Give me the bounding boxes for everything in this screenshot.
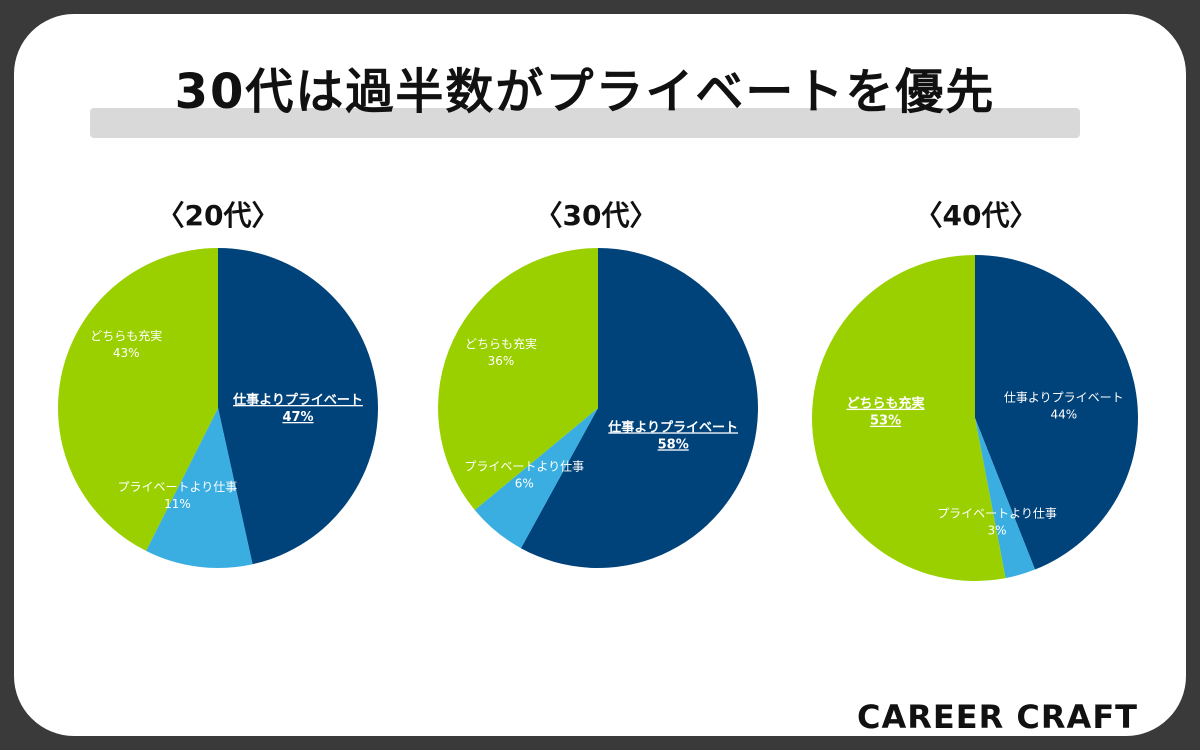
slice-value-label: 3% (988, 524, 1007, 538)
title-highlight-bar (90, 108, 1080, 138)
slice-label-20s-work-over-private: プライベートより仕事 11% (118, 480, 238, 511)
pie-slice-30s-private-over-work (520, 248, 759, 568)
slice-label-20s-both-fulfilled: どちらも充実 43% (90, 328, 162, 360)
chart-title-40s: 〈40代〉 (914, 199, 1038, 232)
slice-value-label: 43% (113, 346, 140, 360)
slice-category-label: 仕事よりプライベート (607, 419, 738, 435)
slice-label-40s-private-over-work: 仕事よりプライベート 44% (1004, 391, 1124, 422)
slice-value-label: 6% (515, 476, 534, 490)
chart-title-20s: 〈20代〉 (156, 199, 280, 232)
pie-slice-40s-private-over-work (975, 255, 1138, 570)
slice-category-label: どちらも充実 (465, 336, 537, 351)
brand-logo: CAREER CRAFT (857, 698, 1138, 736)
slice-label-30s-both-fulfilled: どちらも充実 36% (465, 336, 537, 368)
slice-label-40s-both-fulfilled: どちらも充実 53% (847, 396, 925, 429)
slice-value-label: 53% (870, 414, 901, 429)
slice-category-label: 仕事よりプライベート (1004, 391, 1124, 405)
slice-value-label: 44% (1050, 408, 1077, 422)
slice-value-label: 36% (488, 354, 515, 368)
slice-category-label: プライベートより仕事 (464, 459, 584, 473)
slice-category-label: 仕事よりプライベート (232, 392, 363, 408)
slice-category-label: プライベートより仕事 (937, 507, 1057, 521)
slice-category-label: どちらも充実 (90, 328, 162, 343)
pie-slice-30s-both-fulfilled (438, 248, 598, 510)
pie-slice-20s-private-over-work (218, 248, 378, 565)
slice-label-30s-work-over-private: プライベートより仕事 6% (464, 459, 584, 490)
slice-label-30s-private-over-work: 仕事よりプライベート 58% (607, 419, 738, 452)
slice-value-label: 11% (164, 497, 191, 511)
slice-category-label: プライベートより仕事 (118, 480, 238, 494)
pie-slice-20s-work-over-private (146, 408, 253, 568)
slice-label-20s-private-over-work: 仕事よりプライベート 47% (232, 392, 363, 425)
slice-category-label: どちらも充実 (847, 396, 925, 412)
pie-slice-40s-work-over-private (975, 418, 1036, 579)
pie-slice-20s-both-fulfilled (58, 248, 218, 551)
chart-title-30s: 〈30代〉 (534, 199, 658, 232)
slice-label-40s-work-over-private: プライベートより仕事 3% (937, 507, 1057, 538)
slice-value-label: 58% (658, 437, 689, 452)
page-title: 30代は過半数がプライベートを優先 (174, 64, 996, 120)
pie-slice-40s-both-fulfilled (811, 255, 1006, 581)
slice-value-label: 47% (282, 410, 313, 425)
title-block: 30代は過半数がプライベートを優先 (90, 60, 1080, 140)
pie-slice-30s-work-over-private (474, 408, 598, 549)
